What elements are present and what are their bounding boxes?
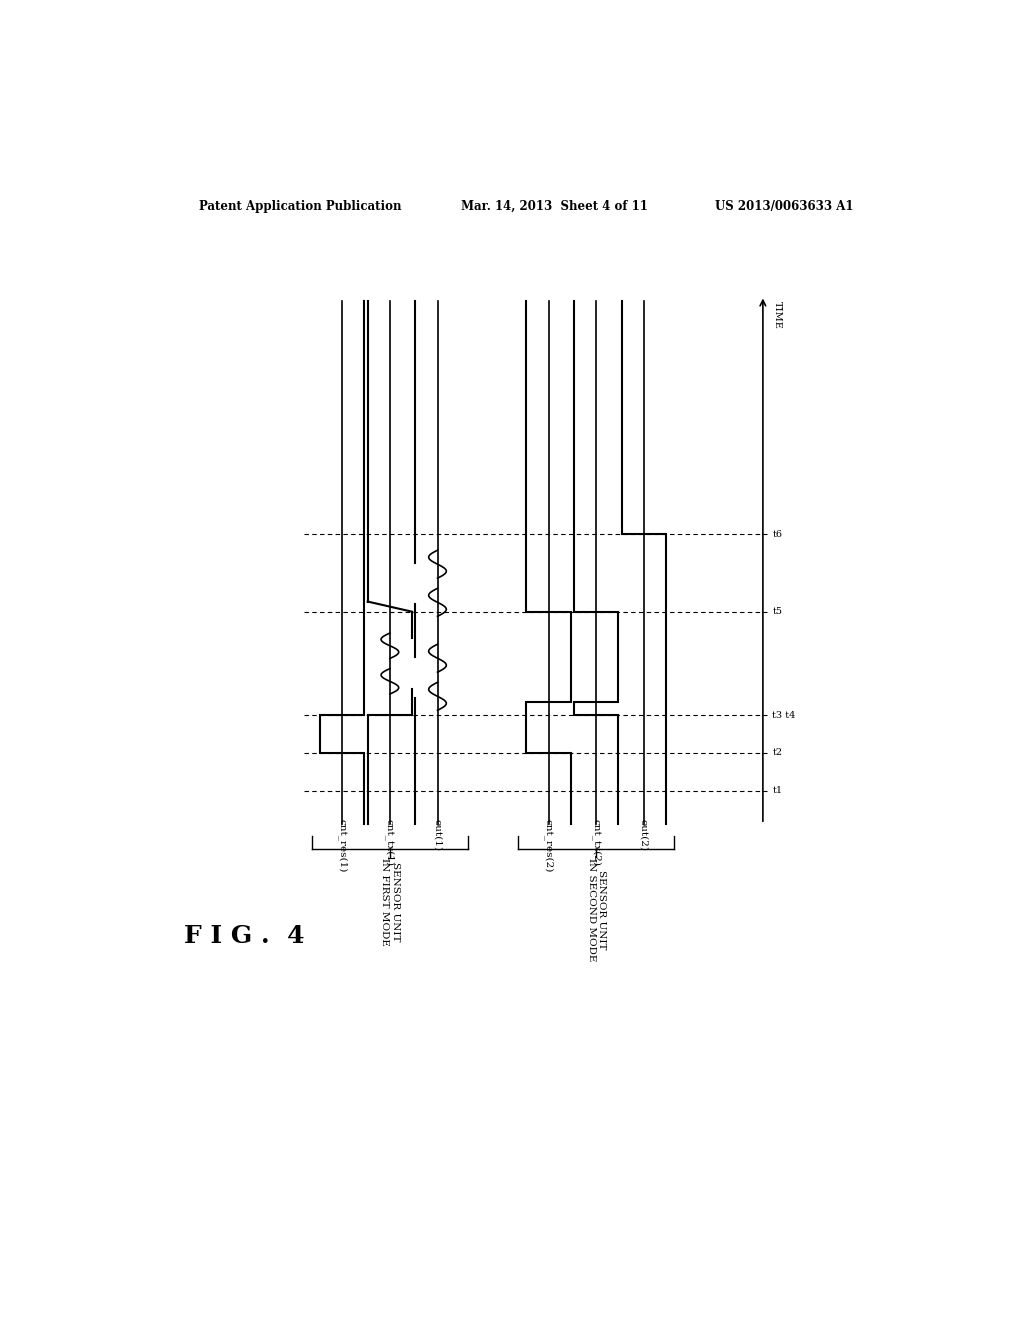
Text: out(2): out(2) [639, 818, 648, 851]
Text: t3 t4: t3 t4 [772, 711, 796, 719]
Text: cnt_tx(2): cnt_tx(2) [591, 818, 601, 866]
Text: SENSOR UNIT
IN SECOND MODE: SENSOR UNIT IN SECOND MODE [587, 858, 606, 961]
Text: cnt_res(2): cnt_res(2) [544, 818, 554, 873]
Text: US 2013/0063633 A1: US 2013/0063633 A1 [715, 199, 854, 213]
Text: TIME: TIME [773, 301, 781, 329]
Text: t1: t1 [772, 787, 782, 795]
Text: Patent Application Publication: Patent Application Publication [200, 199, 402, 213]
Text: F I G .  4: F I G . 4 [183, 924, 304, 948]
Text: t6: t6 [772, 529, 782, 539]
Text: cnt_tx(1): cnt_tx(1) [385, 818, 395, 866]
Text: t5: t5 [772, 607, 782, 616]
Text: Mar. 14, 2013  Sheet 4 of 11: Mar. 14, 2013 Sheet 4 of 11 [461, 199, 648, 213]
Text: t2: t2 [772, 748, 782, 758]
Text: cnt_res(1): cnt_res(1) [337, 818, 347, 873]
Text: out(1): out(1) [433, 818, 442, 851]
Text: SENSOR UNIT
IN FIRST MODE: SENSOR UNIT IN FIRST MODE [380, 858, 399, 945]
